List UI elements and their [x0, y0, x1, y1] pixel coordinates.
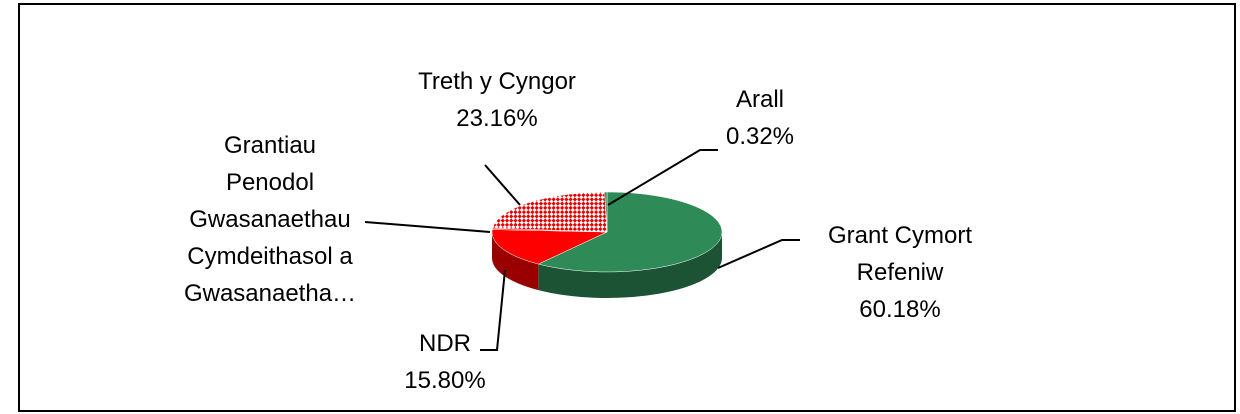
chart-border — [18, 3, 1236, 412]
pie — [491, 191, 723, 298]
slice — [491, 229, 608, 265]
leader-line — [717, 239, 800, 269]
slice-side — [492, 232, 539, 291]
value-label: 23.16% — [456, 105, 538, 132]
slice-side — [538, 232, 722, 298]
slice — [604, 191, 608, 233]
category-label: NDR — [419, 330, 471, 357]
data-label: Grant Cymort Refeniw 60.18% — [815, 217, 985, 328]
leader-line — [607, 149, 718, 206]
slice — [492, 191, 608, 233]
leader-line — [364, 221, 491, 233]
data-label: Treth y Cyngor 23.16% — [418, 63, 576, 137]
leader-line — [480, 269, 506, 351]
category-label: Grantiau Penodol Gwasanaethau Cymdeithas… — [183, 132, 357, 307]
category-label: Treth y Cyngor — [418, 68, 576, 95]
category-label: Grant Cymort Refeniw — [827, 222, 973, 286]
data-label: Grantiau Penodol Gwasanaethau Cymdeithas… — [179, 127, 361, 312]
value-label: 0.32% — [725, 123, 795, 150]
data-label: Arall 0.32% — [726, 81, 794, 155]
value-label: 60.18% — [859, 296, 941, 323]
category-label: Arall — [735, 86, 784, 113]
slice — [537, 191, 723, 273]
data-label: NDR 15.80% — [404, 325, 485, 399]
leader-line — [484, 164, 521, 206]
value-label: 15.80% — [404, 367, 486, 394]
